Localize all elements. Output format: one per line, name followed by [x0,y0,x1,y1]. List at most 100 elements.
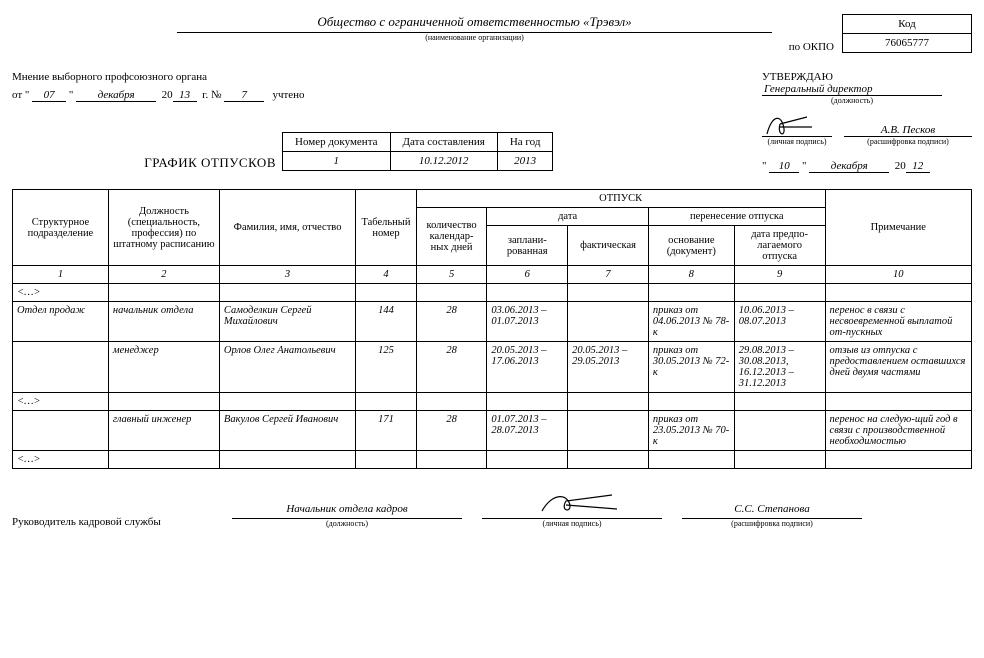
approve-name-caption: (расшифровка подписи) [844,137,972,146]
signature-icon [512,491,632,515]
approve-day: 10 [769,160,799,173]
approve-year: 12 [906,160,930,173]
cell-newdate: 10.06.2013 – 08.07.2013 [734,302,825,342]
cell-reason: приказ от 30.05.2013 № 72-к [648,342,734,393]
approve-position-caption: (должность) [762,96,942,105]
doc-year: 2013 [497,152,553,171]
cell-dept [13,342,109,393]
cn8: 8 [648,266,734,284]
union-block: Мнение выборного профсоюзного органа от … [12,71,762,173]
approve-title: УТВЕРЖДАЮ [762,71,972,83]
q1: " [762,160,767,172]
cell-days: 28 [416,411,487,451]
approve-name-col: А.В. Песков (расшифровка подписи) [844,124,972,146]
uchteno-label: учтено [272,89,304,101]
footer-position-col: Начальник отдела кадров (должность) [232,503,462,528]
cell-days: 28 [416,342,487,393]
doc-title: ГРАФИК ОТПУСКОВ [12,155,282,171]
cell-newdate [734,411,825,451]
colnum-row: 1 2 3 4 5 6 7 8 9 10 [13,266,972,284]
union-approve-row: Мнение выборного профсоюзного органа от … [12,71,972,173]
cell-position: менеджер [108,342,219,393]
cell-actual [568,411,649,451]
cell-dept: Отдел продаж [13,302,109,342]
cell-actual [568,302,649,342]
approve-sig-row: (личная подпись) А.В. Песков (расшифровк… [762,109,972,146]
cell-newdate: 29.08.2013 – 30.08.2013, 16.12.2013 – 31… [734,342,825,393]
cell-name: Вакулов Сергей Иванович [219,411,355,451]
footer: Руководитель кадровой службы Начальник о… [12,491,972,528]
th-note: Примечание [825,190,971,266]
table-body: <…> Отдел продаж начальник отдела Самоде… [13,284,972,469]
approve-block: УТВЕРЖДАЮ Генеральный директор (должност… [762,71,972,173]
cn5: 5 [416,266,487,284]
th-position: Должность (специальность, профессия) по … [108,190,219,266]
th-tab: Табельный номер [356,190,417,266]
cell-reason: приказ от 04.06.2013 № 78-к [648,302,734,342]
cell-note: отзыв из отпуска с предоставлением остав… [825,342,971,393]
g-no-label: г. № [202,89,221,101]
cn9: 9 [734,266,825,284]
q2: " [802,160,807,172]
approve-sig-col: (личная подпись) [762,109,832,146]
cn3: 3 [219,266,355,284]
cn7: 7 [568,266,649,284]
cell-tab: 144 [356,302,417,342]
cn1: 1 [13,266,109,284]
kod-wrapper: по ОКПО Код 76065777 [772,14,972,53]
footer-sign-caption: (личная подпись) [482,519,662,528]
table-row: главный инженер Вакулов Сергей Иванович … [13,411,972,451]
cell-position: начальник отдела [108,302,219,342]
th-newdate: дата предпо-лагаемого отпуска [734,226,825,266]
union-title: Мнение выборного профсоюзного органа [12,71,762,83]
cn4: 4 [356,266,417,284]
table-row: Отдел продаж начальник отдела Самоделкин… [13,302,972,342]
kod-label: Код [843,15,972,34]
union-month: декабря [76,89,156,102]
ellipsis-row: <…> [13,393,972,411]
union-no: 7 [224,89,264,102]
th-planned: заплани-рованная [487,226,568,266]
footer-lead: Руководитель кадровой службы [12,516,212,528]
cell-name: Орлов Олег Анатольевич [219,342,355,393]
cell-actual: 20.05.2013 – 29.05.2013 [568,342,649,393]
cell-days: 28 [416,302,487,342]
approve-date: " 10 " декабря 2012 [762,160,972,173]
cell-name: Самоделкин Сергей Михайлович [219,302,355,342]
approve-year-prefix: 20 [895,160,906,172]
approve-month: декабря [809,160,889,173]
kod-block: Код 76065777 [842,14,972,53]
th-perenos: перенесение отпуска [648,208,825,226]
org-name: Общество с ограниченной ответственностью… [177,14,772,33]
cell-tab: 171 [356,411,417,451]
footer-name-col: С.С. Степанова (расшифровка подписи) [682,503,862,528]
h-year: На год [497,133,553,152]
th-data: дата [487,208,649,226]
approve-name: А.В. Песков [844,124,972,137]
kod-table: Код 76065777 [842,14,972,53]
cell-note: перенос в связи с несвоевременной выплат… [825,302,971,342]
h-num: Номер документа [283,133,391,152]
footer-position-caption: (должность) [232,519,462,528]
year-prefix: 20 [162,89,173,101]
table-row: менеджер Орлов Олег Анатольевич 125 28 2… [13,342,972,393]
footer-sign-col: (личная подпись) [482,491,662,528]
cell-dept [13,411,109,451]
th-reason: основание (документ) [648,226,734,266]
footer-position: Начальник отдела кадров [232,503,462,519]
org-block: Общество с ограниченной ответственностью… [12,14,772,42]
ot-label: от [12,89,22,101]
approve-position: Генеральный директор [762,83,942,96]
ellipsis-cell: <…> [13,451,109,469]
ellipsis-cell: <…> [13,393,109,411]
doc-meta-table: Номер документа Дата составления На год … [282,132,553,171]
th-otpusk: ОТПУСК [416,190,825,208]
cell-planned: 01.07.2013 – 28.07.2013 [487,411,568,451]
union-day: 07 [32,89,66,102]
doc-title-row: ГРАФИК ОТПУСКОВ Номер документа Дата сос… [12,132,762,171]
ellipsis-row: <…> [13,451,972,469]
cell-planned: 20.05.2013 – 17.06.2013 [487,342,568,393]
ellipsis-cell: <…> [13,284,109,302]
h-date: Дата составления [390,133,497,152]
cell-position: главный инженер [108,411,219,451]
